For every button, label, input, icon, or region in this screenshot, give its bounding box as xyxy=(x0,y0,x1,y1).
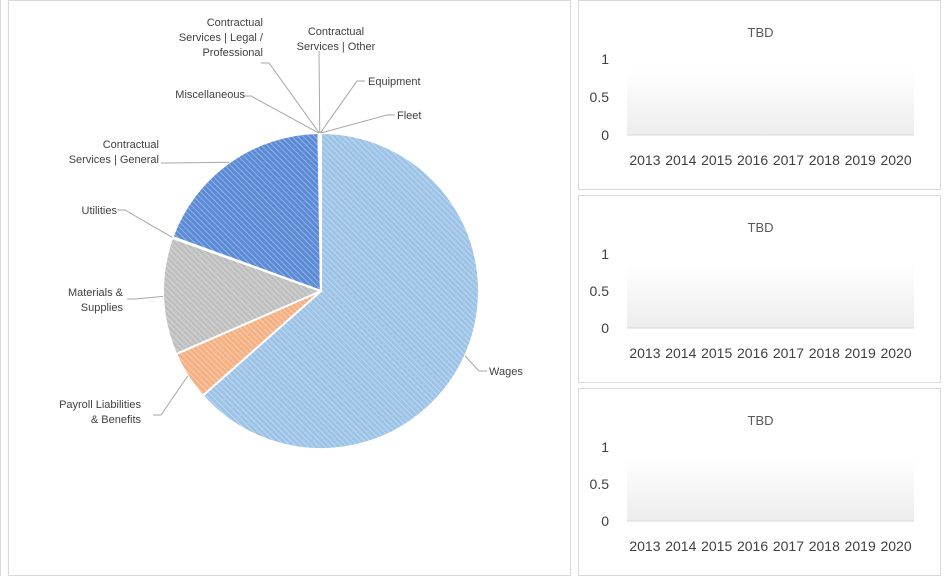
chart-title: TBD xyxy=(748,413,774,428)
x-tick-label-2014: 2014 xyxy=(665,538,696,554)
x-tick-label-2018: 2018 xyxy=(809,538,840,554)
x-tick-label-2017: 2017 xyxy=(773,152,804,168)
x-tick-label-2014: 2014 xyxy=(665,345,696,361)
plot-area xyxy=(627,264,914,328)
pie-label-equipment: Equipment xyxy=(368,76,421,88)
x-tick-label-2017: 2017 xyxy=(773,538,804,554)
pie-label-payroll-liabilities-benefits: Payroll Liabilities& Benefits xyxy=(59,399,141,426)
leader-line-contractual-services-general xyxy=(161,162,229,163)
pie-chart: Wages Payroll Liabilities& Benefits Materi… xyxy=(9,1,572,577)
pie-label-miscellaneous: Miscellaneous xyxy=(175,89,245,101)
leader-line-contractual-services-other xyxy=(319,51,320,133)
x-tick-label-2013: 2013 xyxy=(629,345,660,361)
x-tick-label-2017: 2017 xyxy=(773,345,804,361)
pie-label-materials-supplies: Materials &Supplies xyxy=(68,287,124,314)
left-edge-divider xyxy=(0,0,1,576)
x-tick-label-2020: 2020 xyxy=(880,152,911,168)
leader-line-payroll-liabilities-benefits xyxy=(153,376,188,415)
x-tick-label-2018: 2018 xyxy=(809,345,840,361)
y-tick-label: 1 xyxy=(601,51,609,67)
leader-line-wages xyxy=(465,356,487,371)
pie-label-utilities: Utilities xyxy=(82,205,118,217)
x-tick-label-2019: 2019 xyxy=(845,538,876,554)
x-tick-label-2014: 2014 xyxy=(665,152,696,168)
chart-title: TBD xyxy=(748,25,774,40)
x-tick-label-2016: 2016 xyxy=(737,345,768,361)
x-tick-label-2013: 2013 xyxy=(629,538,660,554)
x-tick-label-2016: 2016 xyxy=(737,538,768,554)
y-tick-label: 0.5 xyxy=(590,476,610,492)
x-tick-label-2019: 2019 xyxy=(845,345,876,361)
leader-line-miscellaneous xyxy=(243,96,319,133)
y-tick-label: 0.5 xyxy=(590,89,610,105)
y-tick-label: 0 xyxy=(601,127,609,143)
plot-area xyxy=(627,69,914,135)
y-tick-label: 1 xyxy=(601,439,609,455)
y-tick-label: 0 xyxy=(601,513,609,529)
leader-line-contractual-services-legal-professional xyxy=(261,63,319,133)
x-tick-label-2013: 2013 xyxy=(629,152,660,168)
leader-line-utilities xyxy=(117,210,172,237)
leader-line-fleet xyxy=(321,115,395,133)
x-tick-label-2020: 2020 xyxy=(880,345,911,361)
y-tick-label: 0.5 xyxy=(590,283,610,299)
x-tick-label-2015: 2015 xyxy=(701,152,732,168)
x-tick-label-2015: 2015 xyxy=(701,345,732,361)
x-tick-label-2018: 2018 xyxy=(809,152,840,168)
leader-line-materials-supplies xyxy=(127,296,163,299)
pie-label-wages: Wages xyxy=(489,366,523,378)
x-tick-label-2020: 2020 xyxy=(880,538,911,554)
leader-line-equipment xyxy=(320,81,365,133)
pie-label-fleet: Fleet xyxy=(397,110,421,122)
x-tick-label-2019: 2019 xyxy=(845,152,876,168)
x-tick-label-2015: 2015 xyxy=(701,538,732,554)
chart-title: TBD xyxy=(748,220,774,235)
y-tick-label: 0 xyxy=(601,320,609,336)
plot-area xyxy=(627,457,914,521)
y-tick-label: 1 xyxy=(601,246,609,262)
x-tick-label-2016: 2016 xyxy=(737,152,768,168)
pie-chart-panel: Wages Payroll Liabilities& Benefits Materi… xyxy=(8,0,571,576)
